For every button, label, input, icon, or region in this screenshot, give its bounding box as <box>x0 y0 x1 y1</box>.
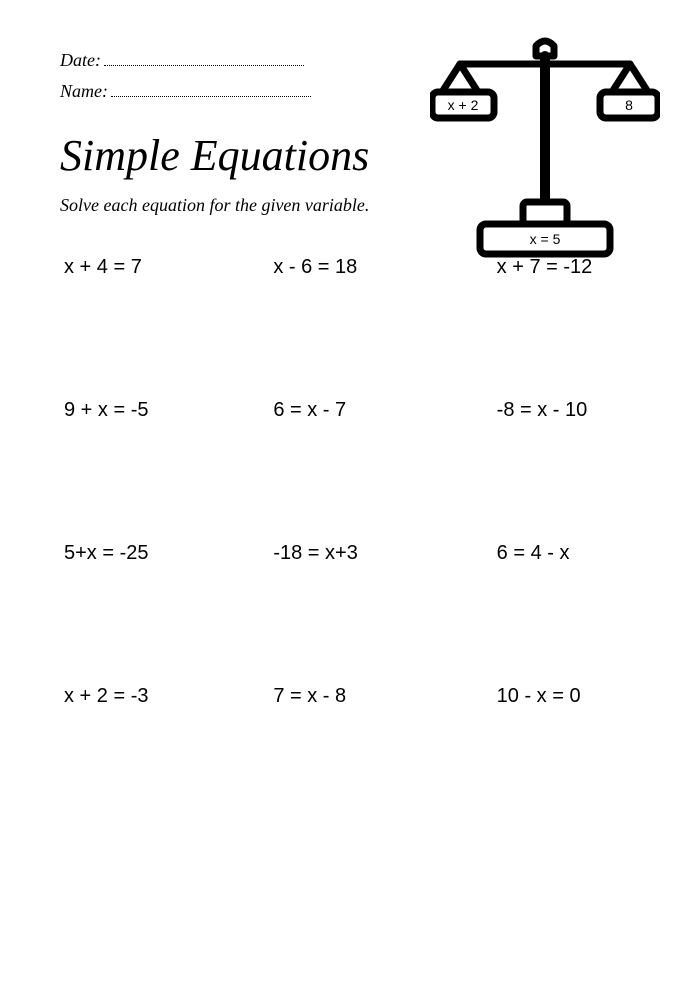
date-fill-line[interactable] <box>104 56 304 66</box>
equations-grid: x + 4 = 7 x - 6 = 18 x + 7 = -12 9 + x =… <box>60 256 650 708</box>
equation-cell: -18 = x+3 <box>263 542 446 565</box>
name-label: Name: <box>60 81 108 102</box>
scale-left-pan-text: x + 2 <box>448 97 479 113</box>
equation-cell: -8 = x - 10 <box>467 399 650 422</box>
scale-base-text: x = 5 <box>530 231 561 247</box>
scale-right-pan-text: 8 <box>625 97 633 113</box>
equation-cell: 10 - x = 0 <box>467 685 650 708</box>
equation-cell: 5+x = -25 <box>60 542 243 565</box>
equation-cell: 6 = 4 - x <box>467 542 650 565</box>
date-label: Date: <box>60 50 101 71</box>
name-fill-line[interactable] <box>111 87 311 97</box>
equation-cell: x + 4 = 7 <box>60 256 243 279</box>
equation-cell: 7 = x - 8 <box>263 685 446 708</box>
balance-scale-icon: x + 2 8 x = 5 <box>430 30 660 270</box>
equation-cell: x - 6 = 18 <box>263 256 446 279</box>
equation-cell: 9 + x = -5 <box>60 399 243 422</box>
equation-cell: 6 = x - 7 <box>263 399 446 422</box>
equation-cell: x + 2 = -3 <box>60 685 243 708</box>
